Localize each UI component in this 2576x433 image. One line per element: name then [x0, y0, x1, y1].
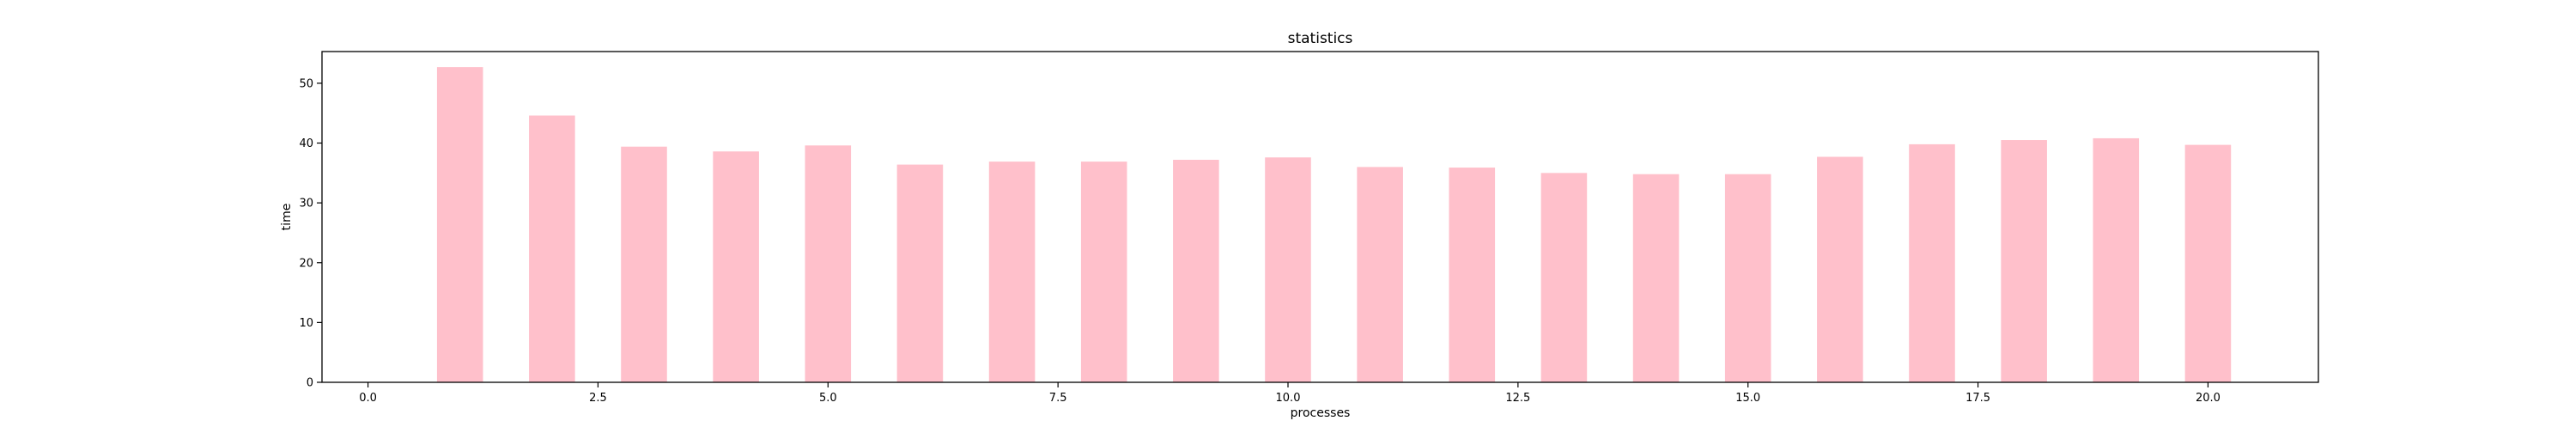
y-tick-label: 20 [299, 257, 313, 270]
y-tick-label: 10 [299, 317, 313, 330]
bar-15 [1724, 174, 1771, 382]
x-tick-label: 17.5 [1965, 392, 1990, 405]
bar-20 [2184, 144, 2232, 383]
y-tick-label: 0 [307, 377, 313, 390]
bar-18 [2001, 140, 2047, 383]
bar-2 [529, 115, 575, 383]
chart-title: statistics [1288, 30, 1353, 47]
y-axis-label: time [280, 204, 294, 231]
plot-frame [321, 51, 2319, 383]
y-tick-label: 40 [299, 137, 313, 150]
bar-19 [2093, 137, 2140, 382]
bar-8 [1080, 162, 1127, 382]
x-tick-label: 15.0 [1735, 392, 1760, 405]
bar-11 [1357, 167, 1403, 382]
y-tick-label: 30 [299, 198, 313, 210]
x-tick-label: 12.5 [1505, 392, 1530, 405]
bar-16 [1817, 156, 1863, 382]
bar-5 [805, 145, 852, 383]
bar-9 [1173, 160, 1219, 382]
x-axis-ticks: 0.0 2.5 5.0 7.5 10.0 12.5 15.0 17.5 20.0 [359, 382, 2221, 405]
x-tick-label: 2.5 [589, 392, 607, 405]
y-tick-label: 50 [299, 77, 313, 90]
bar-10 [1265, 157, 1311, 383]
y-axis-ticks: 0 10 20 30 40 50 [299, 77, 322, 390]
bars-group [436, 67, 2232, 383]
bar-13 [1540, 173, 1588, 382]
x-tick-label: 10.0 [1276, 392, 1301, 405]
bar-14 [1632, 174, 1680, 382]
x-tick-label: 20.0 [2196, 392, 2221, 405]
bar-17 [1909, 143, 1955, 382]
bar-3 [621, 146, 667, 382]
bar-12 [1449, 168, 1496, 382]
bar-1 [436, 67, 483, 382]
bar-4 [713, 151, 759, 382]
x-tick-label: 7.5 [1049, 392, 1067, 405]
x-axis-label: processes [1291, 406, 1351, 420]
bar-6 [896, 164, 944, 382]
x-tick-label: 0.0 [359, 392, 377, 405]
x-tick-label: 5.0 [819, 392, 837, 405]
bar-7 [988, 162, 1036, 382]
